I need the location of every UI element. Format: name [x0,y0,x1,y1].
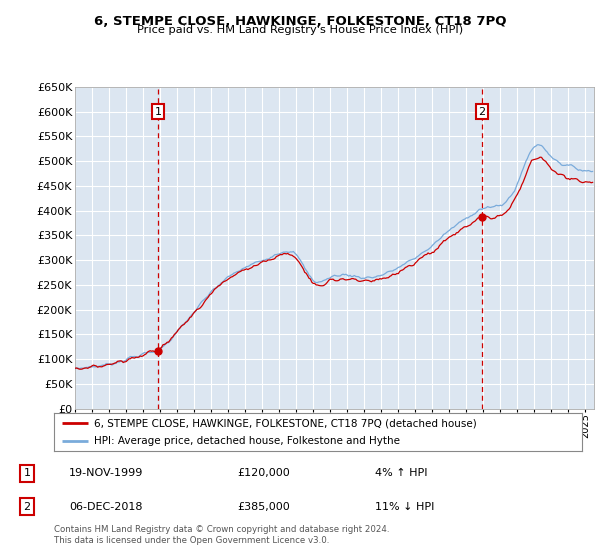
Text: 2: 2 [478,106,485,116]
Text: 11% ↓ HPI: 11% ↓ HPI [375,502,434,512]
Text: Contains HM Land Registry data © Crown copyright and database right 2024.
This d: Contains HM Land Registry data © Crown c… [54,525,389,545]
Text: Price paid vs. HM Land Registry's House Price Index (HPI): Price paid vs. HM Land Registry's House … [137,25,463,35]
Text: 6, STEMPE CLOSE, HAWKINGE, FOLKESTONE, CT18 7PQ (detached house): 6, STEMPE CLOSE, HAWKINGE, FOLKESTONE, C… [94,418,476,428]
Text: £120,000: £120,000 [237,468,290,478]
Text: 2: 2 [23,502,31,512]
Text: 1: 1 [23,468,31,478]
Text: 19-NOV-1999: 19-NOV-1999 [69,468,143,478]
Text: HPI: Average price, detached house, Folkestone and Hythe: HPI: Average price, detached house, Folk… [94,436,400,446]
Text: 4% ↑ HPI: 4% ↑ HPI [375,468,427,478]
Text: 6, STEMPE CLOSE, HAWKINGE, FOLKESTONE, CT18 7PQ: 6, STEMPE CLOSE, HAWKINGE, FOLKESTONE, C… [94,15,506,27]
Text: £385,000: £385,000 [237,502,290,512]
Text: 1: 1 [155,106,161,116]
Text: 06-DEC-2018: 06-DEC-2018 [69,502,143,512]
